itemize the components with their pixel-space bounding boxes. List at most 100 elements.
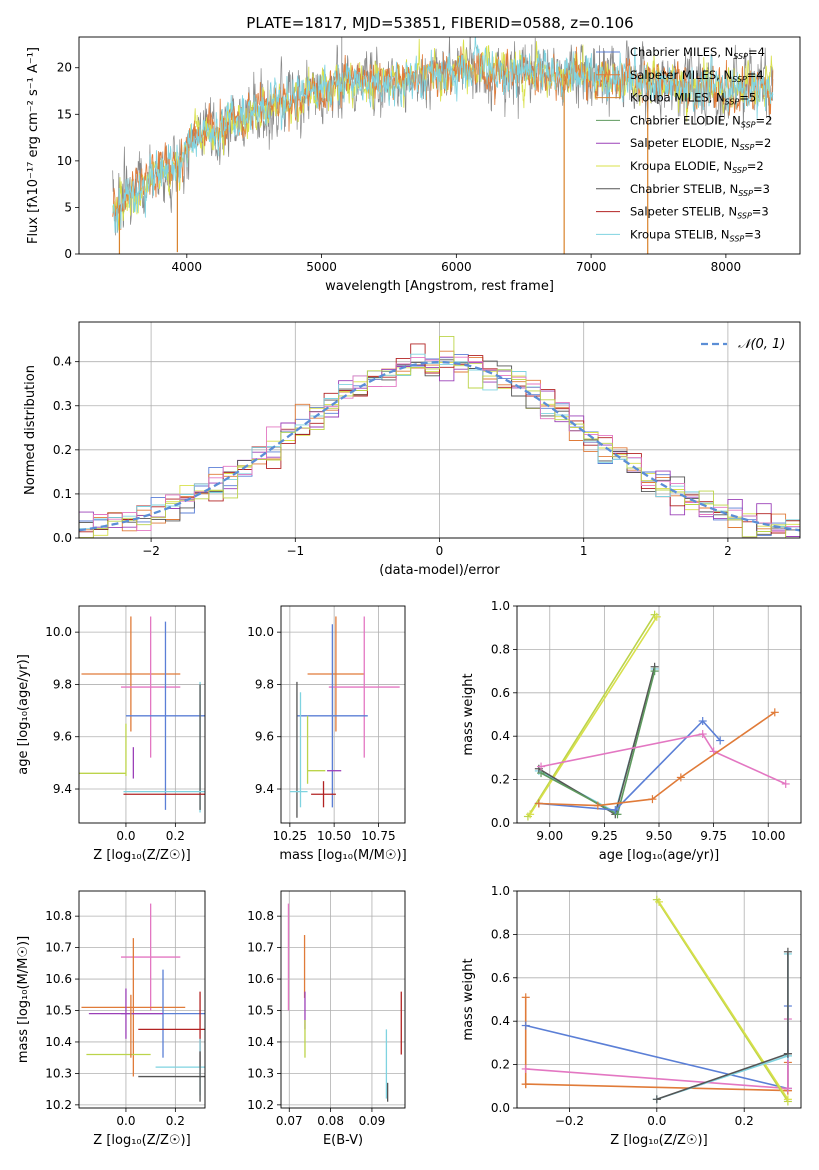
legend-label-sub: SSP	[741, 120, 756, 129]
y-tick-label: 0.6	[491, 971, 510, 985]
x-tick-label: 0.0	[116, 829, 135, 843]
x-axis-label: E(B-V)	[323, 1133, 363, 1148]
x-axis-label: Z [log₁₀(Z/Z☉)]	[610, 1133, 707, 1148]
plot-frame	[78, 321, 801, 539]
legend-label-tail: =2	[754, 136, 771, 150]
legend-label: Chabrier STELIB, NSSP=3	[630, 182, 770, 198]
x-tick-label: 0.09	[359, 1114, 386, 1128]
y-tick-label: 10.4	[247, 1035, 274, 1049]
plot-frame	[78, 605, 206, 824]
x-axis-label: mass [log₁₀(M/M☉)]	[279, 848, 406, 863]
legend-label-main: Kroupa STELIB, N	[630, 227, 730, 241]
y-tick-label: 10.3	[45, 1066, 72, 1080]
y-tick-label: 0.0	[491, 816, 510, 830]
x-tick-label: −1	[286, 544, 304, 558]
legend-label-main: Salpeter ELODIE, N	[630, 136, 740, 150]
legend-label-sub: SSP	[733, 52, 748, 61]
legend-label: Salpeter STELIB, NSSP=3	[630, 205, 769, 221]
y-tick-label: 10.7	[45, 941, 72, 955]
plot-frame	[280, 605, 406, 824]
legend-label-tail: =3	[752, 205, 769, 219]
x-tick-label: 0.07	[276, 1114, 303, 1128]
y-tick-label: 0.8	[491, 927, 510, 941]
legend-label-sub: SSP	[738, 189, 753, 198]
legend-label-sub: SSP	[737, 212, 752, 221]
y-tick-label: 10.4	[45, 1035, 72, 1049]
plot-frame	[78, 36, 801, 255]
x-tick-label: 9.75	[700, 829, 727, 843]
legend-label-sub: SSP	[740, 143, 755, 152]
y-tick-label: 9.6	[255, 730, 274, 744]
y-tick-label: 0.6	[491, 686, 510, 700]
chart-age-vs-Z: 0.0 0.2 9.4 9.6 9.8 10.0 Z [log₁₀(Z/Z☉)] age [l…	[16, 605, 206, 863]
y-tick-label: 10.2	[45, 1098, 72, 1112]
legend-label: Kroupa MILES, NSSP=5	[630, 91, 756, 107]
x-tick-label: 0.0	[647, 1114, 666, 1128]
y-axis-label: Flux [fλ10⁻¹⁷ erg cm⁻² s⁻¹ A⁻¹]	[26, 47, 41, 244]
weight-series-line	[529, 616, 658, 815]
weight-series-line	[540, 733, 787, 785]
legend-label-main: Kroupa MILES, N	[630, 91, 725, 105]
x-tick-label: −0.2	[555, 1114, 584, 1128]
y-axis-label: mass weight	[461, 673, 476, 755]
y-tick-label: 10.5	[247, 1004, 274, 1018]
y-tick-label: 10.8	[247, 909, 274, 923]
legend-label: Chabrier MILES, NSSP=4	[630, 45, 765, 61]
y-tick-label: 0.8	[491, 642, 510, 656]
y-tick-label: 0.0	[491, 1101, 510, 1115]
x-axis-label: Z [log₁₀(Z/Z☉)]	[93, 1133, 190, 1148]
y-axis-label: mass weight	[461, 958, 476, 1040]
legend-label-tail: =3	[744, 227, 761, 241]
legend-label-tail: =4	[747, 68, 764, 82]
y-axis-label: mass [log₁₀(M/M☉)]	[16, 936, 31, 1063]
legend-label-tail: =2	[747, 159, 764, 173]
chart-mass-vs-Z: 0.0 0.2 10.2 10.3 10.4 10.5 10.6 10.7 10.8 Z [log…	[16, 890, 206, 1148]
weight-series-line	[656, 1053, 789, 1101]
legend-label: Chabrier ELODIE, NSSP=2	[630, 113, 772, 129]
y-tick-label: 10.0	[247, 625, 274, 639]
y-tick-label: 0.2	[491, 1058, 510, 1072]
x-axis-label: (data-model)/error	[379, 563, 500, 578]
y-tick-label: 9.8	[53, 677, 72, 691]
legend-label-tail: =2	[756, 113, 773, 127]
legend-label: Kroupa ELODIE, NSSP=2	[630, 159, 764, 175]
y-tick-label: 10	[57, 154, 72, 168]
y-tick-label: 0.4	[491, 729, 510, 743]
x-tick-label: 4000	[172, 260, 203, 274]
gaussian-curve	[79, 360, 800, 532]
plot-frame	[280, 890, 406, 1109]
x-tick-label: 0	[436, 544, 444, 558]
x-axis-label: wavelength [Angstrom, rest frame]	[325, 279, 554, 294]
weight-series-line	[658, 901, 789, 1100]
chart-weight-vs-Z: −0.2 0.0 0.2 0.0 0.2 0.4 0.6 0.8 1.0 Z [log₁₀(Z/Z…	[461, 884, 802, 1148]
weight-series-line	[538, 719, 721, 811]
legend-label-tail: =4	[748, 45, 765, 59]
x-tick-label: 0.2	[735, 1114, 754, 1128]
y-tick-label: 10.3	[247, 1066, 274, 1080]
legend-label: 𝒩(0, 1)	[738, 337, 785, 352]
chart-age-vs-mass: 10.25 10.50 10.75 9.4 9.6 9.8 10.0 mass [log₁₀(…	[247, 605, 407, 863]
y-tick-label: 9.4	[255, 782, 274, 796]
y-tick-label: 10.2	[247, 1098, 274, 1112]
legend-label-sub: SSP	[725, 98, 740, 107]
legend-label: Salpeter ELODIE, NSSP=2	[630, 136, 771, 152]
x-tick-label: 0.2	[166, 829, 185, 843]
chart-mass-vs-ebv: 0.07 0.08 0.09 10.2 10.3 10.4 10.5 10.6 10.7 10.8…	[247, 890, 406, 1148]
y-tick-label: 0.3	[53, 399, 72, 413]
x-axis-label: Z [log₁₀(Z/Z☉)]	[93, 848, 190, 863]
y-tick-label: 10.0	[45, 625, 72, 639]
x-tick-label: 2	[724, 544, 732, 558]
plot-frame	[516, 890, 802, 1109]
legend-label: Salpeter MILES, NSSP=4	[630, 68, 764, 84]
x-tick-label: 9.25	[591, 829, 618, 843]
plot-frame	[516, 605, 802, 824]
y-tick-label: 10.6	[45, 972, 72, 986]
y-tick-label: 0.2	[491, 773, 510, 787]
weight-series-line	[525, 1083, 788, 1092]
x-tick-label: 7000	[576, 260, 607, 274]
weight-series-line	[527, 614, 656, 817]
chart-residual-histogram: −2 −1 0 1 2 0.0 0.1 0.2 0.3 0.4 (data-model)/error…	[23, 321, 801, 578]
y-axis-label: age [log₁₀(age/yr)]	[16, 654, 31, 775]
y-tick-label: 10.6	[247, 972, 274, 986]
y-tick-label: 10.8	[45, 909, 72, 923]
